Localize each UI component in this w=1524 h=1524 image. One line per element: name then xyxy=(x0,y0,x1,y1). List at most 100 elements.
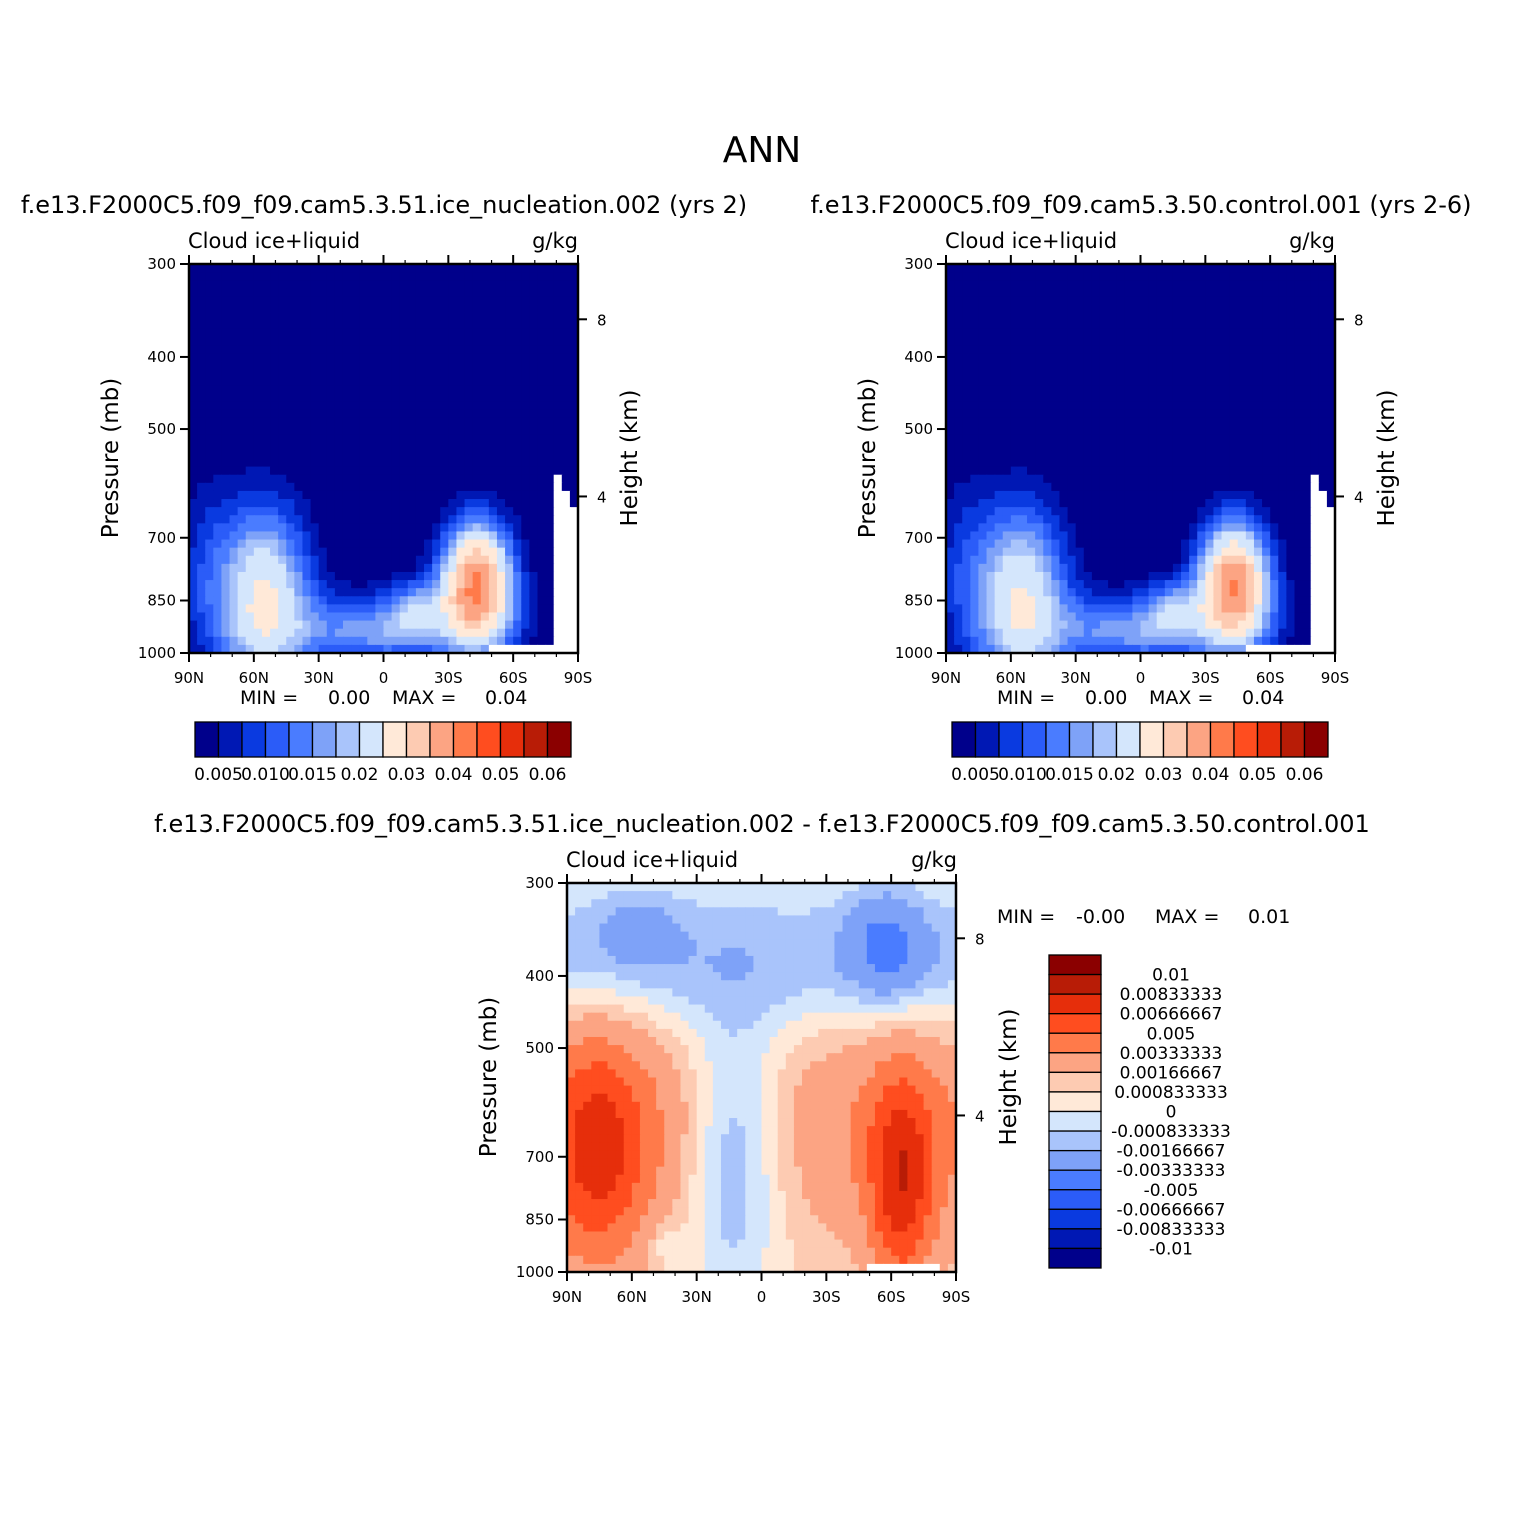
contour-cell xyxy=(1197,280,1206,289)
contour-cell xyxy=(261,555,271,565)
contour-cell xyxy=(367,450,376,460)
contour-cell xyxy=(472,304,482,314)
contour-cell xyxy=(545,571,555,581)
contour-cell xyxy=(1116,474,1125,484)
contour-cell xyxy=(553,377,563,387)
contour-cell xyxy=(561,507,571,516)
contour-cell xyxy=(1302,499,1312,508)
contour-cell xyxy=(1164,531,1174,541)
contour-cell xyxy=(537,620,547,630)
contour-cell xyxy=(326,596,336,605)
contour-cell xyxy=(1278,474,1287,484)
contour-cell xyxy=(1132,264,1142,273)
contour-cell xyxy=(407,490,417,500)
contour-cell xyxy=(1043,620,1052,630)
contour-cell xyxy=(1043,377,1052,387)
contour-cell xyxy=(1051,588,1061,597)
contour-cell xyxy=(205,507,214,516)
contour-cell xyxy=(310,377,320,387)
contour-cell xyxy=(545,604,555,614)
contour-cell xyxy=(569,523,579,533)
contour-cell xyxy=(1043,328,1052,338)
contour-cell xyxy=(432,466,441,476)
contour-cell xyxy=(1270,482,1279,492)
contour-cell xyxy=(946,466,955,476)
contour-cell xyxy=(1326,385,1336,395)
contour-cell xyxy=(1205,563,1215,573)
contour-cell xyxy=(432,490,441,500)
contour-cell xyxy=(1213,539,1223,549)
contour-cell xyxy=(986,499,996,508)
contour-cell xyxy=(213,604,223,614)
contour-cell xyxy=(286,280,295,289)
contour-cell xyxy=(318,636,328,646)
contour-cell xyxy=(513,499,522,508)
contour-cell xyxy=(1002,385,1012,395)
contour-cell xyxy=(448,571,458,581)
contour-cell xyxy=(1099,264,1109,273)
contour-cell xyxy=(1164,336,1174,346)
contour-cell xyxy=(1302,369,1312,379)
contour-cell xyxy=(1018,442,1028,451)
contour-cell xyxy=(197,644,206,654)
contour-cell xyxy=(545,336,555,346)
contour-cell xyxy=(1132,280,1142,289)
contour-cell xyxy=(415,401,425,411)
contour-cell xyxy=(1270,466,1279,476)
contour-cell xyxy=(1002,361,1012,370)
contour-cell xyxy=(842,899,852,908)
contour-cell xyxy=(189,563,198,573)
contour-cell xyxy=(205,296,214,306)
contour-cell xyxy=(1253,272,1263,281)
contour-cell xyxy=(221,361,231,370)
contour-cell xyxy=(351,434,360,443)
contour-cell xyxy=(456,458,466,468)
contour-cell xyxy=(334,612,344,622)
contour-cell xyxy=(237,393,247,403)
contour-cell xyxy=(294,636,304,646)
contour-cell xyxy=(1067,612,1077,622)
contour-cell xyxy=(1075,434,1085,443)
contour-cell xyxy=(270,393,279,403)
contour-cell xyxy=(1043,312,1052,322)
contour-cell xyxy=(278,612,287,622)
contour-cell xyxy=(1205,482,1215,492)
contour-cell xyxy=(456,555,466,565)
contour-cell xyxy=(1027,539,1036,549)
contour-cell xyxy=(978,604,988,614)
contour-cell xyxy=(197,499,206,508)
contour-cell xyxy=(391,604,401,614)
contour-cell xyxy=(342,482,352,492)
contour-cell xyxy=(326,320,336,330)
contour-cell xyxy=(407,304,417,314)
contour-cell xyxy=(270,385,279,395)
contour-cell xyxy=(1286,434,1296,443)
contour-cell xyxy=(1059,426,1069,435)
contour-cell xyxy=(802,899,811,908)
contour-cell xyxy=(1035,644,1044,654)
contour-cell xyxy=(1027,401,1036,411)
contour-cell xyxy=(1099,409,1109,419)
contour-cell xyxy=(464,612,474,622)
contour-cell xyxy=(505,458,514,468)
contour-cell xyxy=(1067,328,1077,338)
contour-cell xyxy=(205,458,214,468)
contour-cell xyxy=(1091,547,1101,557)
contour-cell xyxy=(294,563,304,573)
contour-cell xyxy=(229,458,239,468)
contour-cell xyxy=(994,515,1004,524)
contour-cell xyxy=(245,434,255,443)
contour-cell xyxy=(456,499,466,508)
contour-cell xyxy=(1010,612,1020,622)
contour-cell xyxy=(1099,523,1109,533)
contour-cell xyxy=(1172,280,1182,289)
contour-cell xyxy=(513,353,522,362)
contour-cell xyxy=(962,628,971,638)
contour-cell xyxy=(391,353,401,362)
contour-cell xyxy=(1294,320,1304,330)
contour-cell xyxy=(448,393,458,403)
contour-cell xyxy=(326,547,336,557)
contour-cell xyxy=(205,377,214,387)
contour-cell xyxy=(970,450,980,460)
contour-cell xyxy=(1278,458,1287,468)
